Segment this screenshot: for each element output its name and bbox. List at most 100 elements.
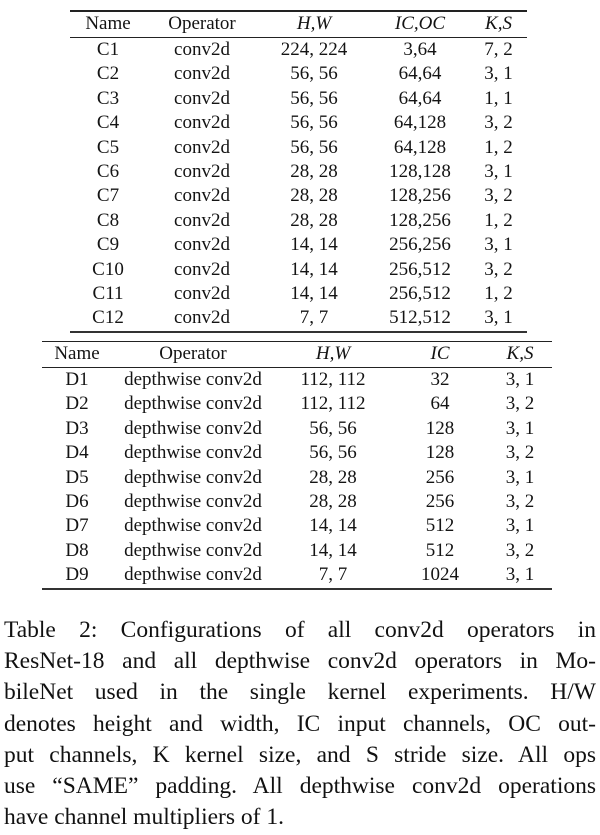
- caption-line: ResNet-18 and all depthwise conv2d opera…: [4, 648, 596, 675]
- cell-icoc: 64,64: [398, 63, 442, 85]
- cell-ic: 128: [425, 417, 455, 439]
- table-row: C8 conv2d 28, 28 128,256 1, 2: [70, 209, 527, 233]
- cell-name: C12: [92, 307, 124, 329]
- table-row: C6 conv2d 28, 28 128,128 3, 1: [70, 160, 527, 184]
- table-header-row: Name Operator H,W IC K,S: [42, 341, 552, 368]
- caption-line: denotes height and width, IC input chann…: [4, 710, 596, 737]
- table-row: D8 depthwise conv2d 14, 14 512 3, 2: [42, 539, 552, 563]
- cell-icoc: 128,128: [389, 161, 451, 183]
- cell-operator: conv2d: [174, 63, 230, 85]
- cell-hw: 56, 56: [290, 63, 338, 85]
- cell-hw: 7, 7: [299, 307, 329, 329]
- cell-ks: 1, 2: [484, 209, 513, 231]
- cell-operator: depthwise conv2d: [124, 369, 262, 390]
- caption-line: put channels, K kernel size, and S strid…: [4, 741, 596, 768]
- table-row: C11 conv2d 14, 14 256,512 1, 2: [70, 282, 527, 306]
- cell-hw: 14, 14: [290, 258, 338, 280]
- table-row: C3 conv2d 56, 56 64,64 1, 1: [70, 87, 527, 111]
- cell-ks: 3, 1: [484, 234, 513, 256]
- cell-name: D2: [65, 393, 89, 415]
- table-row: C10 conv2d 14, 14 256,512 3, 2: [70, 258, 527, 282]
- cell-name: C6: [96, 161, 120, 183]
- cell-icoc: 256,512: [389, 258, 451, 280]
- cell-ks: 3, 2: [484, 185, 513, 207]
- mobilenet-table-body: D1 depthwise conv2d 112, 112 32 3, 1 D2 depthw…: [42, 368, 552, 589]
- table-row: C4 conv2d 56, 56 64,128 3, 2: [70, 111, 527, 135]
- cell-ic: 1024: [421, 564, 459, 586]
- cell-operator: conv2d: [174, 185, 230, 207]
- table-row: C12 conv2d 7, 7 512,512 3, 1: [70, 306, 527, 331]
- cell-ks: 3, 2: [505, 393, 535, 415]
- table-row: C7 conv2d 28, 28 128,256 3, 2: [70, 184, 527, 208]
- resnet-table-body: C1 conv2d 224, 224 3,64 7, 2 C2 conv2d 56, 56 64…: [70, 38, 527, 332]
- cell-operator: depthwise conv2d: [124, 393, 262, 415]
- caption-line: Table 2: Configurations of all conv2d op…: [4, 617, 596, 643]
- cell-ic: 64: [430, 393, 450, 415]
- cell-ks: 3, 1: [484, 161, 513, 183]
- cell-ks: 1, 2: [484, 136, 513, 158]
- cell-hw: 7, 7: [318, 564, 348, 586]
- cell-hw: 56, 56: [290, 136, 338, 158]
- cell-operator: conv2d: [174, 234, 230, 256]
- col-header-operator: Operator: [146, 11, 258, 38]
- col-header-hw-text: H,W: [296, 13, 332, 34]
- cell-operator: depthwise conv2d: [124, 442, 262, 464]
- cell-ks: 3, 2: [505, 442, 535, 464]
- cell-hw: 14, 14: [290, 283, 338, 305]
- cell-icoc: 64,128: [393, 112, 447, 134]
- cell-hw: 28, 28: [309, 491, 357, 513]
- cell-name: D4: [65, 442, 89, 464]
- col-header-ks-text: K,S: [485, 13, 512, 34]
- table-header-row: Name Operator H,W IC,OC K,S: [70, 11, 527, 38]
- cell-hw: 28, 28: [290, 209, 338, 231]
- cell-icoc: 64,64: [398, 87, 442, 109]
- cell-icoc: 128,256: [389, 185, 451, 207]
- cell-ks: 3, 2: [484, 112, 513, 134]
- cell-hw: 28, 28: [309, 466, 357, 488]
- cell-hw: 56, 56: [309, 417, 357, 439]
- cell-icoc: 3,64: [403, 39, 437, 60]
- cell-hw: 224, 224: [280, 39, 348, 60]
- cell-ks: 3, 2: [505, 491, 535, 513]
- cell-hw: 14, 14: [309, 539, 357, 561]
- cell-hw: 56, 56: [309, 442, 357, 464]
- cell-ks: 3, 1: [484, 63, 513, 85]
- cell-operator: conv2d: [174, 136, 230, 158]
- cell-name: C4: [96, 112, 120, 134]
- cell-ks: 1, 1: [484, 87, 513, 109]
- col-header-icoc-text: IC,OC: [394, 13, 446, 34]
- cell-ks: 3, 1: [484, 307, 513, 329]
- cell-hw: 56, 56: [290, 87, 338, 109]
- cell-hw: 14, 14: [290, 234, 338, 256]
- col-header-name: Name: [42, 341, 112, 368]
- cell-icoc: 256,512: [389, 283, 451, 305]
- cell-operator: depthwise conv2d: [124, 539, 262, 561]
- cell-name: C8: [96, 209, 120, 231]
- table-caption: Table 2: Configurations of all conv2d op…: [4, 615, 596, 833]
- cell-name: C10: [92, 258, 124, 280]
- table-row: D7 depthwise conv2d 14, 14 512 3, 1: [42, 514, 552, 538]
- cell-name: D6: [65, 491, 89, 513]
- col-header-ic-text: IC: [430, 343, 450, 364]
- table-row: D2 depthwise conv2d 112, 112 64 3, 2: [42, 392, 552, 416]
- cell-operator: conv2d: [174, 283, 230, 305]
- col-header-name: Name: [70, 11, 146, 38]
- cell-name: C2: [96, 63, 120, 85]
- table-row: D4 depthwise conv2d 56, 56 128 3, 2: [42, 441, 552, 465]
- cell-name: C3: [96, 87, 120, 109]
- cell-hw: 112, 112: [300, 369, 366, 390]
- cell-name: C5: [96, 136, 120, 158]
- col-header-hw: H,W: [258, 11, 370, 38]
- cell-icoc: 64,128: [393, 136, 447, 158]
- cell-icoc: 256,256: [389, 234, 451, 256]
- cell-operator: depthwise conv2d: [124, 417, 262, 439]
- col-header-ks: K,S: [488, 341, 552, 368]
- cell-operator: conv2d: [174, 87, 230, 109]
- cell-operator: depthwise conv2d: [124, 466, 262, 488]
- table-row: C1 conv2d 224, 224 3,64 7, 2: [70, 38, 527, 63]
- cell-ic: 512: [425, 539, 455, 561]
- cell-name: C7: [96, 185, 120, 207]
- cell-operator: depthwise conv2d: [124, 491, 262, 513]
- cell-ks: 1, 2: [484, 283, 513, 305]
- table-row: D1 depthwise conv2d 112, 112 32 3, 1: [42, 368, 552, 393]
